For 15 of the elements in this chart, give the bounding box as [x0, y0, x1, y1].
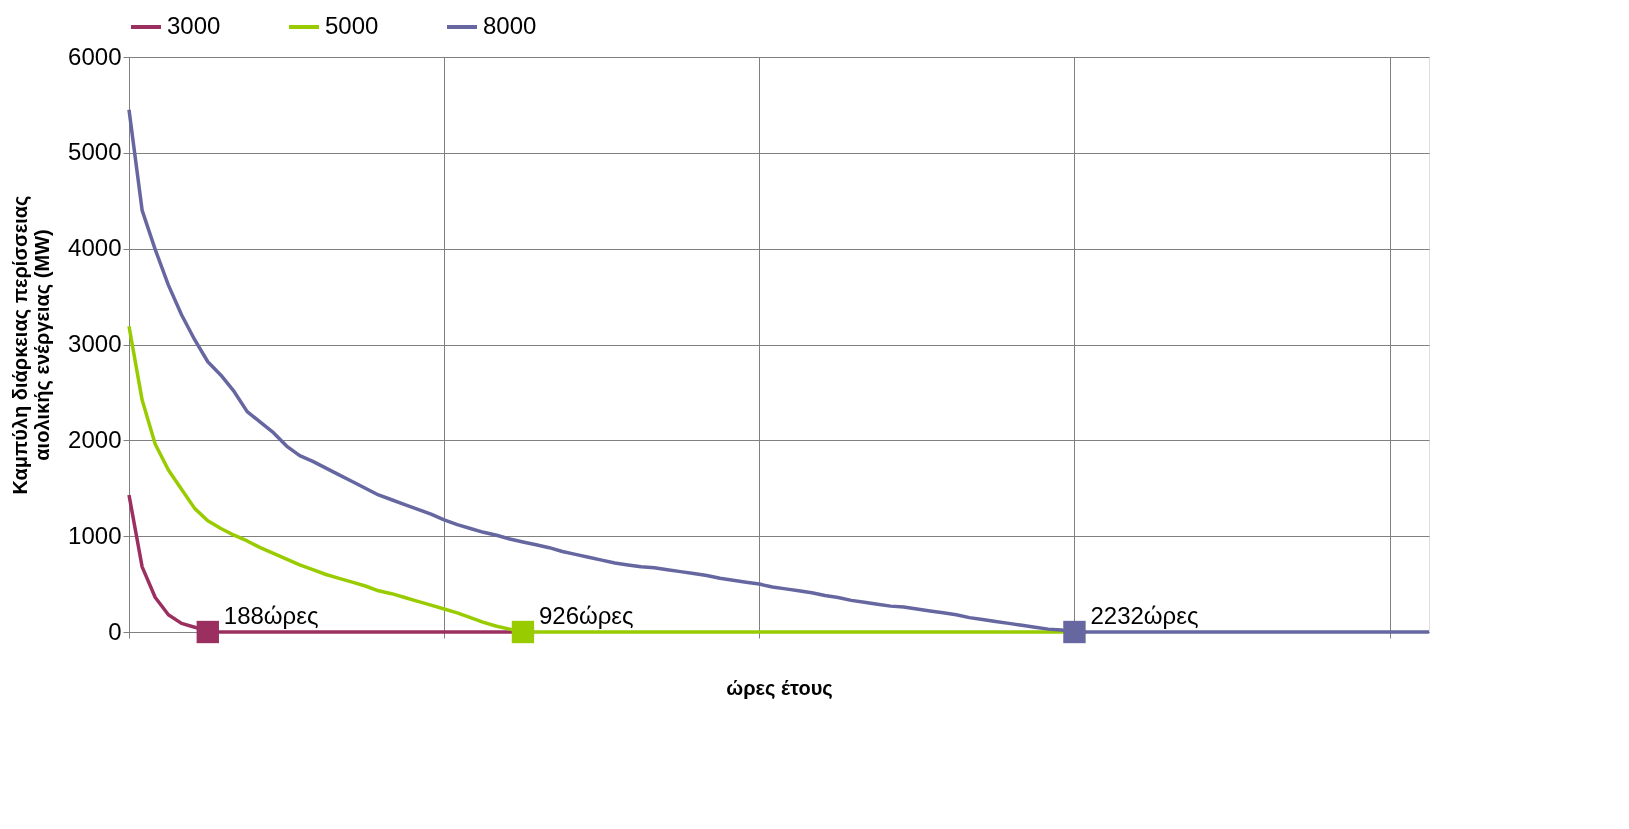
annotation: 2232ώρες	[1090, 602, 1199, 629]
y-axis-title: Καμπύλη διάρκειας περίσσειας αιολικής ενέργειας (MW)	[9, 195, 54, 495]
y-tick-label: 4000	[68, 234, 122, 262]
y-tick-label: 0	[108, 617, 122, 645]
y-tick-label: 1000	[68, 521, 122, 549]
legend-label: 5000	[325, 12, 379, 39]
y-tick-label: 6000	[68, 42, 122, 70]
x-axis-title: ώρες έτους	[726, 677, 833, 699]
legend-label: 3000	[167, 12, 221, 39]
annotation: 926ώρες	[538, 602, 634, 629]
legend-label: 8000	[483, 12, 537, 39]
y-tick-label: 5000	[68, 138, 122, 166]
y-tick-label: 2000	[68, 425, 122, 453]
y-tick-label: 3000	[68, 330, 122, 357]
annotation: 188ώρες	[223, 602, 319, 629]
